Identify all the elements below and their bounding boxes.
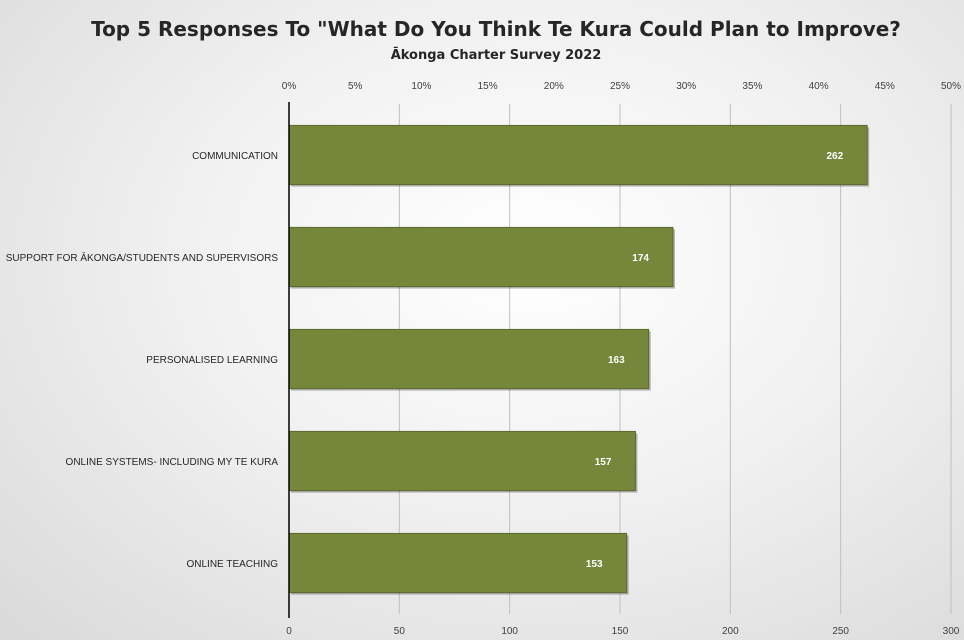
- bar: [288, 226, 674, 288]
- percent-tick-label: 40%: [809, 81, 829, 92]
- data-label: 157: [595, 457, 612, 468]
- data-label: 153: [586, 559, 603, 570]
- bar: [288, 124, 868, 186]
- bar: [288, 430, 636, 492]
- category-label: PERSONALISED LEARNING: [146, 355, 278, 366]
- x-tick-label: 0: [286, 626, 292, 637]
- percent-tick-label: 45%: [875, 81, 895, 92]
- bar: [288, 532, 628, 594]
- chart-subtitle: Ākonga Charter Survey 2022: [391, 48, 602, 63]
- chart-title: Top 5 Responses To "What Do You Think Te…: [91, 17, 901, 41]
- percent-tick-label: 0%: [282, 81, 297, 92]
- percent-tick-label: 50%: [941, 81, 961, 92]
- x-tick-label: 300: [943, 626, 960, 637]
- category-label: SUPPORT FOR ĀKONGA/STUDENTS AND SUPERVIS…: [6, 252, 279, 264]
- percent-tick-label: 30%: [676, 81, 696, 92]
- x-tick-label: 250: [832, 626, 849, 637]
- percent-tick-label: 35%: [742, 81, 762, 92]
- percent-tick-label: 15%: [478, 81, 498, 92]
- category-label: ONLINE TEACHING: [187, 559, 279, 570]
- x-tick-label: 200: [722, 626, 739, 637]
- bars: [288, 124, 870, 595]
- x-tick-label: 50: [394, 626, 406, 637]
- percent-tick-label: 10%: [411, 81, 431, 92]
- category-label: ONLINE SYSTEMS- INCLUDING MY TE KURA: [66, 457, 279, 468]
- category-label: COMMUNICATION: [192, 151, 278, 162]
- x-tick-label: 100: [501, 626, 518, 637]
- bar: [288, 328, 650, 390]
- data-label: 163: [608, 355, 625, 366]
- percent-tick-label: 5%: [348, 81, 363, 92]
- labels: 262 COMMUNICATION 174 SUPPORT FOR ĀKONGA/ST…: [6, 81, 961, 637]
- data-label: 262: [826, 151, 843, 162]
- percent-tick-label: 25%: [610, 81, 630, 92]
- percent-tick-label: 20%: [544, 81, 564, 92]
- data-label: 174: [632, 253, 649, 264]
- x-tick-label: 150: [612, 626, 629, 637]
